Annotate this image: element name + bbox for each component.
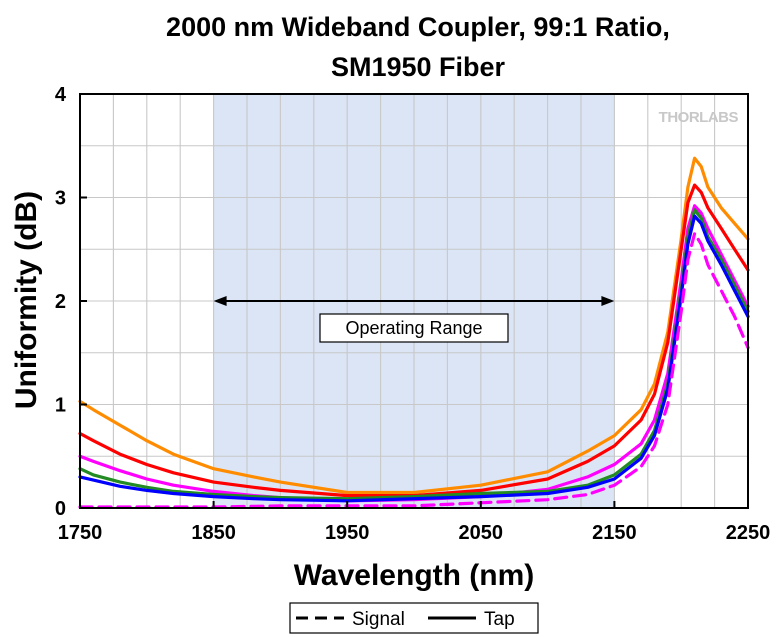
legend-tap-label: Tap (484, 609, 515, 630)
data-series (78, 156, 750, 509)
range-arrow-left-head (213, 296, 227, 306)
y-axis-label: Uniformity (dB) (10, 191, 43, 409)
x-tick-label: 2050 (459, 522, 504, 544)
x-tick-label: 1750 (58, 522, 103, 544)
range-label-box (319, 313, 509, 343)
legend-box (289, 602, 539, 634)
range-arrow-right-head (601, 296, 615, 306)
y-tick-label: 2 (55, 291, 66, 313)
x-tick-label: 1850 (191, 522, 236, 544)
series-line-2 (78, 183, 750, 498)
legend: Signal Tap (289, 602, 539, 634)
chart-title-line-1: 2000 nm Wideband Coupler, 99:1 Ratio, (166, 12, 670, 42)
series-line-3 (78, 204, 750, 503)
y-tick-label: 4 (55, 84, 67, 106)
axis-ticks: 1750 1850 1950 2050 2150 2250 0 1 2 3 4 (55, 84, 770, 544)
series-line-1 (78, 156, 750, 495)
operating-range-annotation: Operating Range (213, 296, 615, 343)
y-tick-label: 0 (55, 498, 66, 520)
chart-title-line-2: SM1950 Fiber (331, 52, 506, 82)
x-tick-label: 2250 (726, 522, 771, 544)
y-tick-label: 3 (55, 188, 66, 210)
y-tick-label: 1 (55, 395, 66, 417)
range-label-text: Operating Range (345, 318, 482, 338)
series-line-5 (78, 214, 750, 503)
x-tick-label: 1950 (325, 522, 370, 544)
legend-signal-label: Signal (352, 609, 405, 630)
x-axis-label: Wavelength (nm) (294, 559, 535, 592)
thorlabs-logo: THORLABS (659, 109, 739, 126)
x-tick-label: 2150 (592, 522, 637, 544)
series-line-4 (78, 208, 750, 501)
series-line-6 (78, 232, 750, 509)
